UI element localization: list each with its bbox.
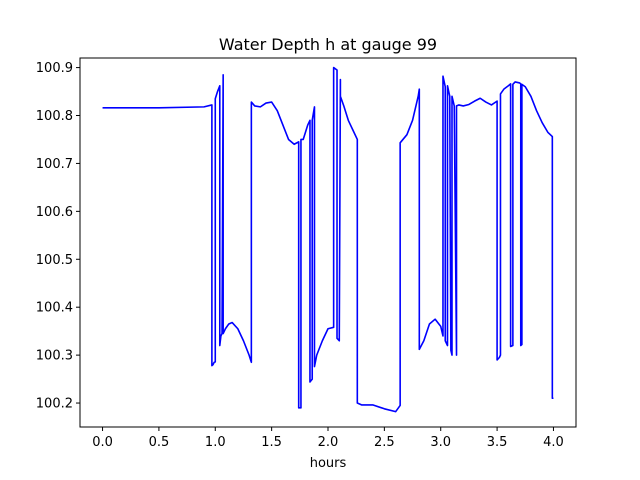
y-tick-label: 100.6 bbox=[36, 205, 73, 220]
y-tick-label: 100.2 bbox=[36, 397, 73, 412]
x-tick-label: 1.0 bbox=[205, 435, 226, 450]
series-layer bbox=[102, 66, 554, 413]
x-tick-label: 1.5 bbox=[261, 435, 282, 450]
y-tick-label: 100.7 bbox=[36, 157, 73, 172]
x-tick-label: 3.5 bbox=[487, 435, 508, 450]
y-tick-label: 100.9 bbox=[36, 61, 73, 76]
x-tick-label: 3.0 bbox=[430, 435, 451, 450]
chart-title: Water Depth h at gauge 99 bbox=[219, 35, 437, 54]
x-tick-label: 0.5 bbox=[149, 435, 170, 450]
plot-area bbox=[80, 58, 576, 427]
x-tick-label: 2.0 bbox=[318, 435, 339, 450]
y-tick-label: 100.8 bbox=[36, 109, 73, 124]
x-tick-label: 4.0 bbox=[543, 435, 564, 450]
plot-border bbox=[79, 57, 577, 428]
y-tick-label: 100.4 bbox=[36, 301, 73, 316]
y-tick-label: 100.5 bbox=[36, 253, 73, 268]
y-axis: 100.2 100.3 100.4 100.5 100.6 100.7 100.8 100.9 bbox=[36, 61, 80, 412]
x-tick-label: 2.5 bbox=[374, 435, 395, 450]
x-axis: 0.0 0.5 1.0 1.5 2.0 2.5 3.0 3.5 4.0 bbox=[92, 427, 564, 450]
x-axis-label: hours bbox=[310, 456, 347, 471]
y-tick-label: 100.3 bbox=[36, 349, 73, 364]
x-tick-label: 0.0 bbox=[92, 435, 113, 450]
series-line-0 bbox=[102, 66, 554, 413]
